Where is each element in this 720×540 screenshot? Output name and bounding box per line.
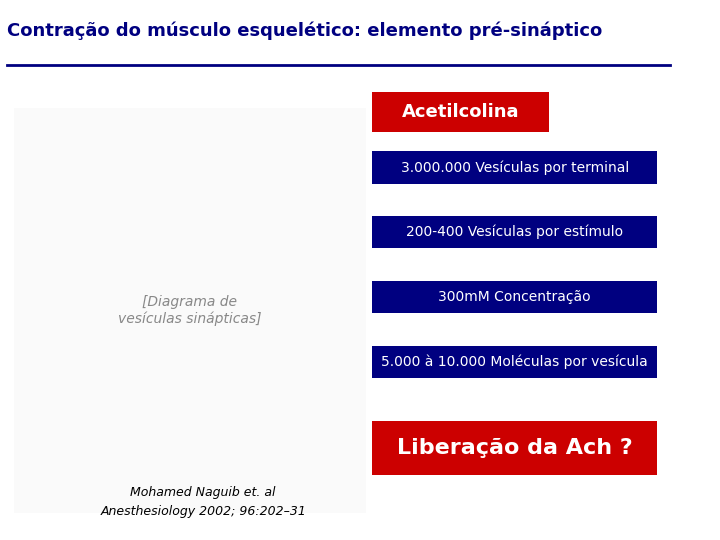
FancyBboxPatch shape [372,281,657,313]
FancyBboxPatch shape [372,92,549,132]
FancyBboxPatch shape [372,151,657,184]
Text: [Diagrama de
vesículas sinápticas]: [Diagrama de vesículas sinápticas] [118,295,261,326]
Text: Liberação da Ach ?: Liberação da Ach ? [397,438,633,458]
Text: 3.000.000 Vesículas por terminal: 3.000.000 Vesículas por terminal [400,160,629,174]
FancyBboxPatch shape [372,421,657,475]
Text: 5.000 à 10.000 Moléculas por vesícula: 5.000 à 10.000 Moléculas por vesícula [382,355,648,369]
Text: Contração do músculo esquelético: elemento pré-sináptico: Contração do músculo esquelético: elemen… [6,22,602,40]
FancyBboxPatch shape [372,346,657,378]
FancyBboxPatch shape [372,216,657,248]
Text: Anesthesiology 2002; 96:202–31: Anesthesiology 2002; 96:202–31 [100,505,306,518]
Text: Acetilcolina: Acetilcolina [402,103,519,121]
Text: 300mM Concentração: 300mM Concentração [438,290,591,304]
Text: 200-400 Vesículas por estímulo: 200-400 Vesículas por estímulo [406,225,624,239]
Text: Mohamed Naguib et. al: Mohamed Naguib et. al [130,486,276,499]
FancyBboxPatch shape [14,108,366,513]
